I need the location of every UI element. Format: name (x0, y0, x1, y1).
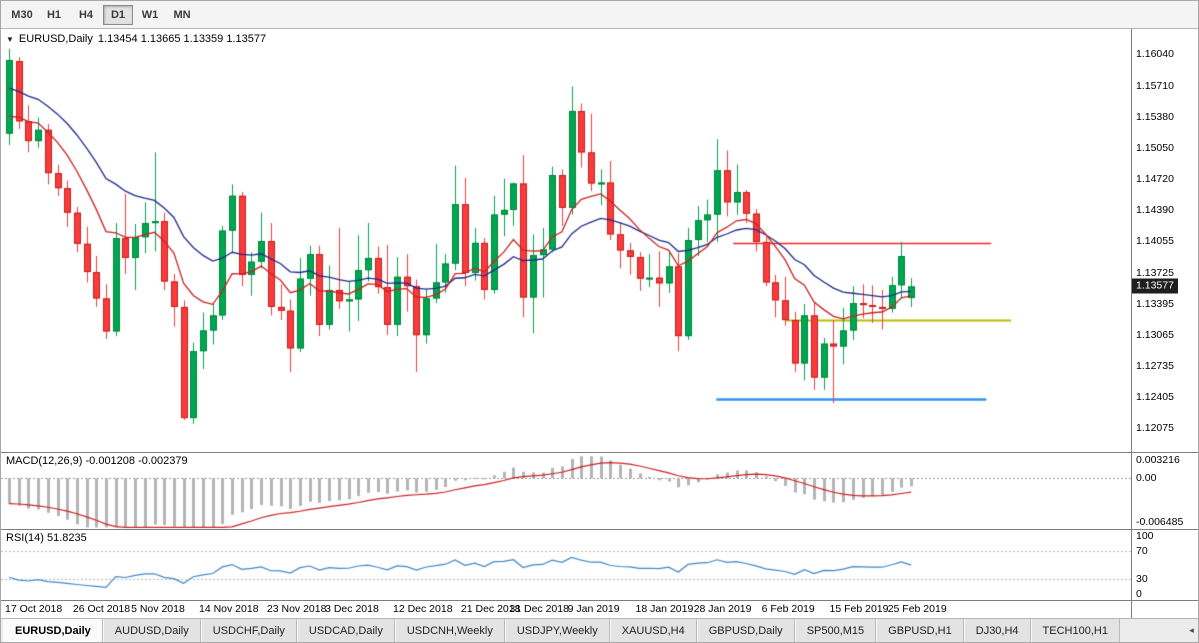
macd-tick-label: 0.003216 (1136, 454, 1180, 466)
price-tick-label: 1.13725 (1136, 266, 1174, 279)
price-tick-label: 1.14055 (1136, 235, 1174, 248)
price-tick-label: 1.15380 (1136, 110, 1174, 123)
chart-tab-usdcad-daily[interactable]: USDCAD,Daily (296, 619, 395, 642)
date-label: 9 Jan 2019 (567, 603, 620, 615)
timeframe-button-h1[interactable]: H1 (39, 5, 69, 25)
timeframe-button-mn[interactable]: MN (167, 5, 197, 25)
chart-tab-xauusd-h4[interactable]: XAUUSD,H4 (609, 619, 697, 642)
rsi-indicator-canvas[interactable] (1, 530, 1131, 600)
time-axis[interactable]: 17 Oct 2018 26 Oct 2018 5 Nov 2018 14 Nov 2… (1, 600, 1198, 618)
date-label: 5 Nov 2018 (131, 603, 185, 615)
chart-tabbar: EURUSD,Daily AUDUSD,Daily USDCHF,Daily USDC… (1, 618, 1198, 642)
price-tick-label: 1.13065 (1136, 328, 1174, 341)
chart-tab-dj30-h4[interactable]: DJ30,H4 (963, 619, 1031, 642)
pane-divider[interactable] (1, 529, 1198, 530)
price-chart-canvas[interactable] (1, 29, 1131, 452)
date-label: 12 Dec 2018 (393, 603, 453, 615)
macd-indicator-canvas[interactable] (1, 453, 1131, 529)
timeframe-button-h4[interactable]: H4 (71, 5, 101, 25)
price-tick-label: 1.14720 (1136, 172, 1174, 185)
date-label: 14 Nov 2018 (199, 603, 259, 615)
rsi-tick-label: 0 (1136, 588, 1142, 600)
price-pane: ▼ EURUSD,Daily 1.13454 1.13665 1.13359 1… (1, 29, 1198, 452)
macd-tick-label: -0.006485 (1136, 516, 1184, 528)
chart-workspace: ▼ EURUSD,Daily 1.13454 1.13665 1.13359 1… (1, 29, 1198, 618)
chart-tab-eurusd-daily[interactable]: EURUSD,Daily (3, 619, 103, 642)
timeframe-button-d1[interactable]: D1 (103, 4, 133, 25)
date-label: 3 Dec 2018 (325, 603, 379, 615)
rsi-scale[interactable]: 100 70 30 0 (1132, 530, 1198, 600)
rsi-pane: RSI(14) 51.8235 100 70 30 0 (1, 530, 1198, 600)
timeframe-button-w1[interactable]: W1 (135, 5, 165, 25)
price-tick-label: 1.15710 (1136, 79, 1174, 92)
rsi-tick-label: 70 (1136, 545, 1148, 557)
date-label: 23 Nov 2018 (266, 603, 327, 615)
date-label: 17 Oct 2018 (5, 603, 63, 615)
date-label: 31 Dec 2018 (509, 603, 569, 615)
price-tick-label: 1.15050 (1136, 141, 1174, 154)
chart-tab-usdchf-daily[interactable]: USDCHF,Daily (200, 619, 297, 642)
price-tick-label: 1.12075 (1136, 421, 1174, 434)
date-label: 6 Feb 2019 (761, 603, 815, 615)
chart-tab-audusd-daily[interactable]: AUDUSD,Daily (102, 619, 201, 642)
price-tick-label: 1.16040 (1136, 48, 1174, 61)
date-label: 21 Dec 2018 (460, 603, 521, 615)
date-label: 28 Jan 2019 (693, 603, 752, 615)
chart-tab-sp500-m15[interactable]: SP500,M15 (794, 619, 877, 642)
date-label: 25 Feb 2019 (887, 603, 947, 615)
rsi-tick-label: 30 (1136, 573, 1148, 585)
date-label: 15 Feb 2019 (829, 603, 889, 615)
price-tick-label: 1.12405 (1136, 390, 1174, 403)
macd-tick-label: 0.00 (1136, 472, 1157, 485)
timeframe-toolbar: M30 H1 H4 D1 W1 MN (1, 1, 1198, 29)
price-tick-label: 1.14390 (1136, 203, 1174, 216)
chart-tab-gbpusd-h1[interactable]: GBPUSD,H1 (876, 619, 964, 642)
chart-tab-usdjpy-weekly[interactable]: USDJPY,Weekly (504, 619, 610, 642)
tab-scroll-left-icon[interactable]: ◂ (1185, 619, 1198, 642)
macd-scale[interactable]: 0.003216 0.00 -0.006485 (1132, 453, 1198, 529)
chart-tab-tech100-h1[interactable]: TECH100,H1 (1030, 619, 1120, 642)
price-scale[interactable]: 1.13577 1.16040 1.15710 1.15380 1.15050 1.14… (1132, 29, 1198, 452)
current-price-badge: 1.13577 (1132, 278, 1178, 294)
macd-pane: MACD(12,26,9) -0.001208 -0.002379 0.0032… (1, 453, 1198, 529)
timeframe-button-m30[interactable]: M30 (7, 5, 37, 25)
rsi-tick-label: 100 (1136, 530, 1154, 542)
chart-tab-usdcnh-weekly[interactable]: USDCNH,Weekly (394, 619, 505, 642)
price-tick-label: 1.13395 (1136, 297, 1174, 310)
price-tick-label: 1.12735 (1136, 359, 1174, 372)
date-label: 18 Jan 2019 (635, 603, 694, 615)
chart-tab-gbpusd-daily[interactable]: GBPUSD,Daily (696, 619, 795, 642)
date-label: 26 Oct 2018 (72, 603, 131, 615)
pane-divider[interactable] (1, 452, 1198, 453)
